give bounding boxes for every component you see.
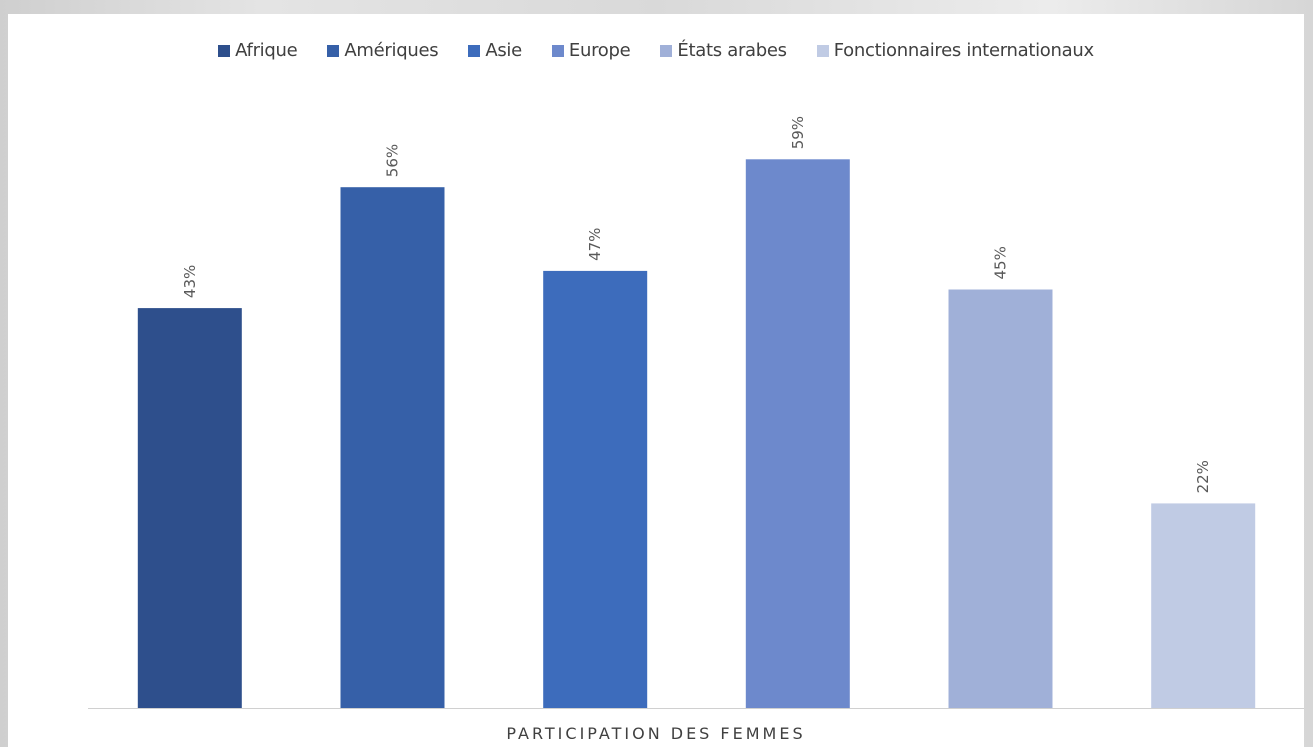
legend-item: Europe xyxy=(551,40,631,61)
bar xyxy=(137,308,242,708)
data-label: 45% xyxy=(992,246,1010,279)
legend-item: Asie xyxy=(468,40,522,61)
legend-item: États arabes xyxy=(660,40,787,61)
chart-plot: 43% 56% 47% 59% 45% 22% xyxy=(88,116,1304,709)
legend-item: Amériques xyxy=(327,40,439,61)
legend-swatch xyxy=(468,44,481,57)
data-label: 47% xyxy=(586,228,604,261)
data-label: 56% xyxy=(384,144,402,177)
chart-card: Afrique Amériques Asie Europe États arabes Fo… xyxy=(8,14,1304,747)
data-label: 59% xyxy=(789,116,807,149)
data-label: 43% xyxy=(181,265,199,298)
legend-item: Afrique xyxy=(218,40,298,61)
bar xyxy=(1151,503,1256,708)
x-axis-label: PARTICIPATION DES FEMMES xyxy=(506,724,806,743)
legend-label: Afrique xyxy=(235,40,298,61)
bar xyxy=(543,270,648,708)
legend-label: États arabes xyxy=(677,40,787,61)
legend-swatch xyxy=(327,44,340,57)
legend-swatch xyxy=(660,44,673,57)
legend-item: Fonctionnaires internationaux xyxy=(816,40,1094,61)
legend-swatch xyxy=(816,44,829,57)
legend-label: Asie xyxy=(485,40,522,61)
legend-label: Amériques xyxy=(344,40,439,61)
legend-label: Fonctionnaires internationaux xyxy=(833,40,1094,61)
bar xyxy=(745,159,850,709)
bar xyxy=(948,289,1053,708)
legend-swatch xyxy=(218,44,231,57)
data-label: 22% xyxy=(1194,460,1212,493)
legend-swatch xyxy=(551,44,564,57)
legend-label: Europe xyxy=(568,40,631,61)
bar xyxy=(340,187,445,708)
legend: Afrique Amériques Asie Europe États arabes Fo… xyxy=(8,40,1304,61)
